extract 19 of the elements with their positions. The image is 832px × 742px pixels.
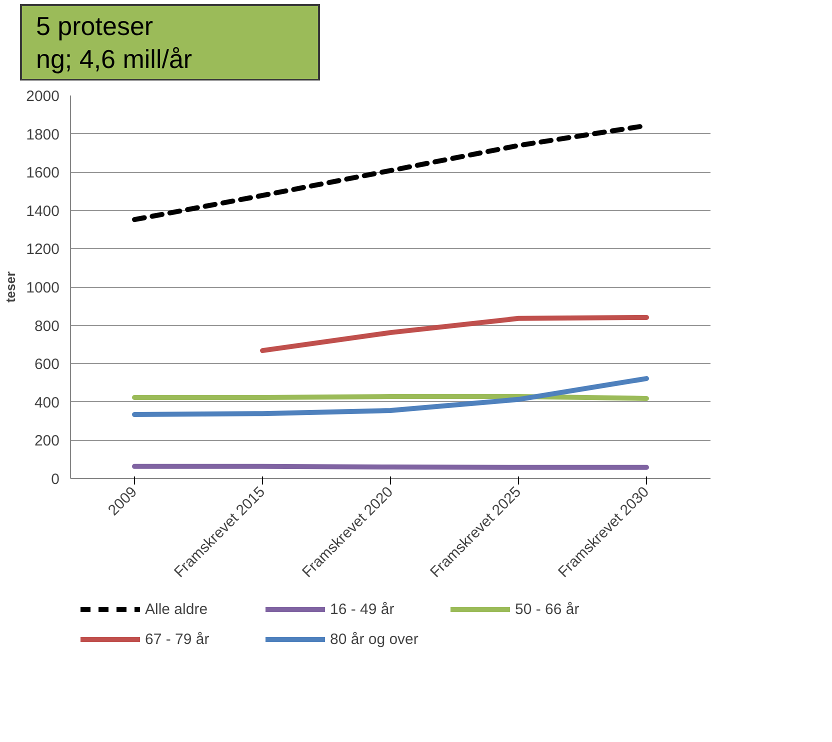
y-tick-label: 1600 bbox=[26, 164, 60, 182]
y-tick-label: 2000 bbox=[26, 88, 60, 105]
text: 5 proteser bbox=[36, 11, 154, 41]
y-tick-label: 600 bbox=[34, 356, 60, 374]
y-tick-label: 800 bbox=[34, 318, 60, 335]
text: ng; 4,6 mill/år bbox=[36, 44, 192, 74]
legend-label: 67 - 79 år bbox=[145, 630, 210, 648]
legend-label: 80 år og over bbox=[330, 630, 420, 648]
y-tick-label: 1200 bbox=[26, 241, 60, 258]
y-tick-label: 1800 bbox=[26, 126, 60, 144]
y-tick-label: 200 bbox=[34, 432, 60, 450]
y-tick-label: 1000 bbox=[26, 280, 60, 296]
y-tick-label: 1400 bbox=[26, 202, 60, 220]
legend-label: Alle aldre bbox=[145, 600, 209, 618]
y-tick-label: 400 bbox=[34, 394, 60, 412]
y-axis-title: teser bbox=[3, 271, 18, 303]
y-tick-label: 0 bbox=[51, 471, 60, 488]
legend-label: 16 - 49 år bbox=[330, 600, 396, 618]
legend-label: 50 - 66 år bbox=[515, 600, 580, 618]
